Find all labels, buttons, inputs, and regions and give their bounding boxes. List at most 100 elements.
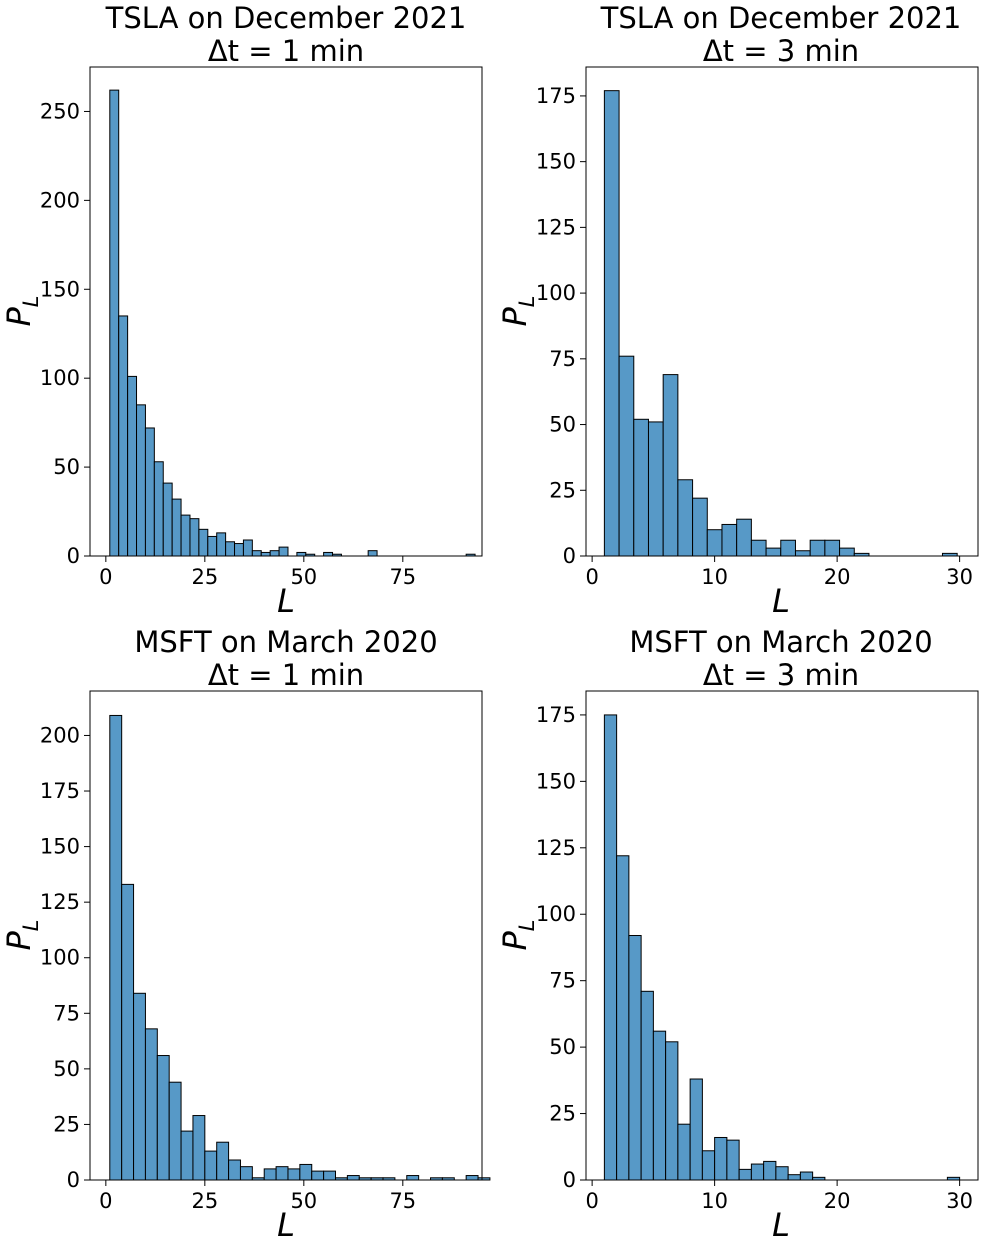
y-tick-label: 75	[53, 1001, 80, 1025]
x-tick-label: 50	[290, 1189, 317, 1213]
chart-title-line1: MSFT on March 2020	[629, 625, 932, 659]
y-tick-label: 150	[536, 769, 576, 793]
bar	[239, 1166, 253, 1181]
x-axis-label: L	[277, 582, 295, 620]
x-tick-label: 0	[585, 1189, 598, 1213]
y-tick-label: 150	[536, 150, 576, 174]
bar	[618, 355, 635, 557]
bar	[689, 1078, 703, 1181]
bar	[640, 990, 654, 1181]
bar	[765, 547, 782, 557]
bar	[750, 539, 767, 557]
y-tick-label: 175	[40, 779, 80, 803]
y-tick-label: 25	[53, 1112, 80, 1136]
x-tick-label: 0	[585, 565, 598, 589]
bar	[242, 539, 253, 557]
y-axis-label-subscript: L	[19, 920, 43, 932]
x-ticks: 0 10 20 30	[585, 1180, 973, 1213]
bar	[296, 551, 307, 557]
bar	[662, 374, 679, 557]
bar	[153, 461, 164, 557]
bar	[787, 1174, 801, 1181]
x-tick-label: 20	[824, 565, 851, 589]
bar	[736, 518, 752, 557]
x-ticks: 0 10 20 30	[585, 556, 973, 589]
y-axis-label-main: P	[0, 307, 38, 327]
bar	[465, 1175, 479, 1181]
bar	[207, 535, 218, 557]
x-axis-label: L	[772, 582, 790, 620]
panel-tsla-1min: TSLA on December 2021 Δt = 1 min 0 25 50 75…	[0, 1, 483, 620]
x-tick-label: 0	[99, 565, 112, 589]
panel-msft-1min: MSFT on March 2020 Δt = 1 min 0 25 50 75 0 2…	[0, 625, 491, 1240]
bar	[633, 418, 649, 557]
plot-frame	[585, 66, 979, 557]
x-axis-label: L	[772, 1206, 790, 1240]
y-tick-label: 50	[549, 1035, 576, 1059]
bar	[127, 375, 138, 557]
bar	[824, 539, 841, 557]
y-axis-label: PL	[496, 920, 539, 951]
bar	[269, 550, 280, 557]
bar	[714, 1136, 728, 1181]
bar	[406, 1175, 420, 1181]
bar	[299, 1163, 313, 1181]
plot-frame	[89, 690, 483, 1181]
y-tick-label: 100	[536, 902, 576, 926]
bar	[228, 1159, 241, 1181]
bar	[109, 89, 120, 557]
y-ticks: 0 25 50 75 100 125 150 175 200	[40, 723, 90, 1192]
chart-title-line2: Δt = 3 min	[703, 34, 859, 68]
chart-title-line1: TSLA on December 2021	[600, 1, 962, 35]
y-tick-label: 50	[53, 1057, 80, 1081]
bar	[706, 529, 723, 557]
bar	[839, 547, 855, 557]
bar	[780, 539, 796, 557]
y-ticks: 0 25 50 75 100 125 150 175	[536, 84, 586, 568]
x-tick-label: 10	[701, 1189, 728, 1213]
x-tick-label: 25	[191, 1189, 218, 1213]
bar	[216, 1141, 230, 1181]
bar	[652, 1030, 667, 1181]
y-axis-label-main: P	[0, 931, 38, 951]
bar	[180, 1130, 194, 1181]
bar	[311, 1170, 325, 1181]
x-tick-label: 75	[389, 565, 416, 589]
y-tick-label: 100	[536, 281, 576, 305]
bar	[323, 551, 334, 557]
bar	[628, 935, 642, 1181]
y-axis-label: PL	[0, 920, 43, 951]
y-axis-label: PL	[496, 296, 539, 327]
y-tick-label: 100	[40, 946, 80, 970]
y-tick-label: 0	[67, 1168, 80, 1192]
bar	[275, 1166, 289, 1181]
x-tick-label: 30	[946, 1189, 973, 1213]
y-tick-label: 150	[40, 835, 80, 859]
bar	[692, 497, 708, 557]
panel-tsla-3min: TSLA on December 2021 Δt = 3 min 0 10 20 30…	[496, 1, 979, 620]
bar	[251, 550, 262, 557]
y-tick-label: 50	[53, 455, 80, 479]
bar	[665, 1041, 679, 1181]
bar	[109, 714, 123, 1181]
bar	[156, 1055, 170, 1181]
bar	[216, 532, 227, 557]
bar	[763, 1160, 777, 1181]
y-tick-label: 75	[549, 347, 576, 371]
x-tick-label: 10	[701, 565, 728, 589]
bar	[799, 1171, 814, 1181]
x-tick-label: 50	[290, 565, 317, 589]
y-tick-label: 25	[549, 478, 576, 502]
bar	[118, 315, 129, 557]
chart-title-line2: Δt = 1 min	[208, 658, 364, 692]
bar	[180, 514, 191, 557]
y-ticks: 0 50 100 150 200 250	[40, 99, 90, 568]
bar	[263, 1168, 277, 1181]
bar	[750, 1163, 765, 1181]
bar	[721, 523, 738, 557]
y-tick-label: 200	[40, 188, 80, 212]
y-tick-label: 200	[40, 723, 80, 747]
bar	[162, 482, 173, 557]
y-tick-label: 150	[40, 277, 80, 301]
